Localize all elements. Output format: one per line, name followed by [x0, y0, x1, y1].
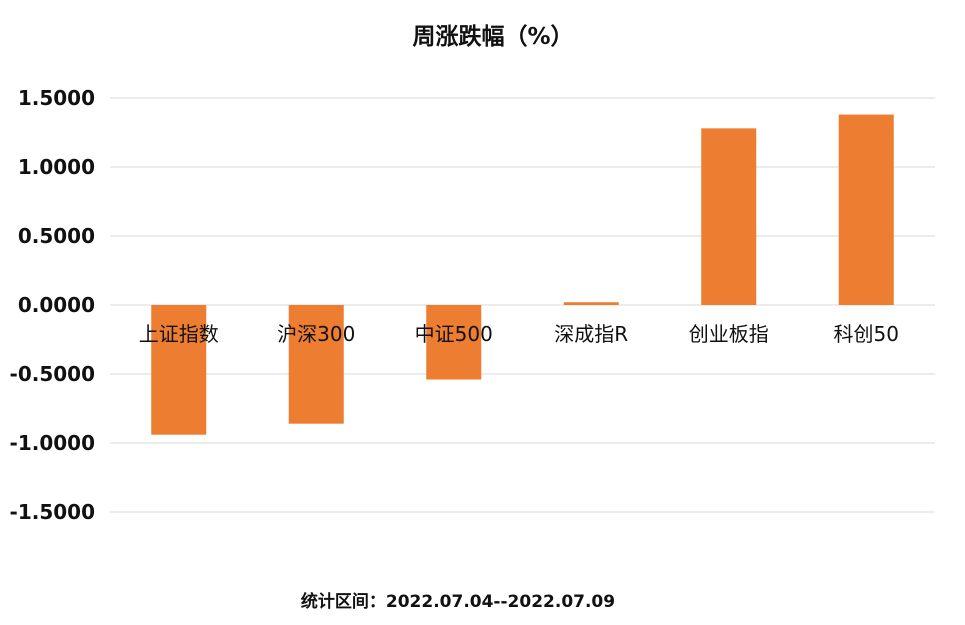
y-tick-label: -1.5000	[10, 500, 95, 524]
y-tick-label: 0.5000	[18, 224, 95, 248]
bar	[563, 302, 619, 305]
x-category-label: 沪深300	[277, 322, 355, 346]
x-category-label: 上证指数	[139, 322, 219, 346]
x-category-label: 创业板指	[689, 322, 769, 346]
gridlines	[110, 97, 935, 513]
bar	[701, 128, 757, 305]
y-tick-label: -0.5000	[10, 362, 95, 386]
date-range-footnote: 统计区间：2022.07.04--2022.07.09	[301, 591, 615, 612]
y-axis-ticks: 1.5000 1.0000 0.5000 0.0000 -0.5000 -1.0000 -1…	[10, 86, 95, 524]
bar	[426, 305, 482, 380]
bar	[838, 114, 894, 305]
x-category-label: 深成指R	[554, 322, 628, 346]
bars	[151, 114, 894, 435]
bar	[151, 305, 207, 435]
chart-title: 周涨跌幅（%）	[412, 23, 573, 50]
y-tick-label: 1.5000	[18, 86, 95, 110]
bar	[288, 305, 344, 424]
y-tick-label: -1.0000	[10, 431, 95, 455]
x-category-label: 科创50	[834, 322, 899, 346]
x-category-label: 中证500	[415, 322, 493, 346]
y-tick-label: 0.0000	[18, 293, 95, 317]
y-tick-label: 1.0000	[18, 155, 95, 179]
x-axis-labels: 上证指数 沪深300 中证500 深成指R 创业板指 科创50	[139, 322, 899, 346]
